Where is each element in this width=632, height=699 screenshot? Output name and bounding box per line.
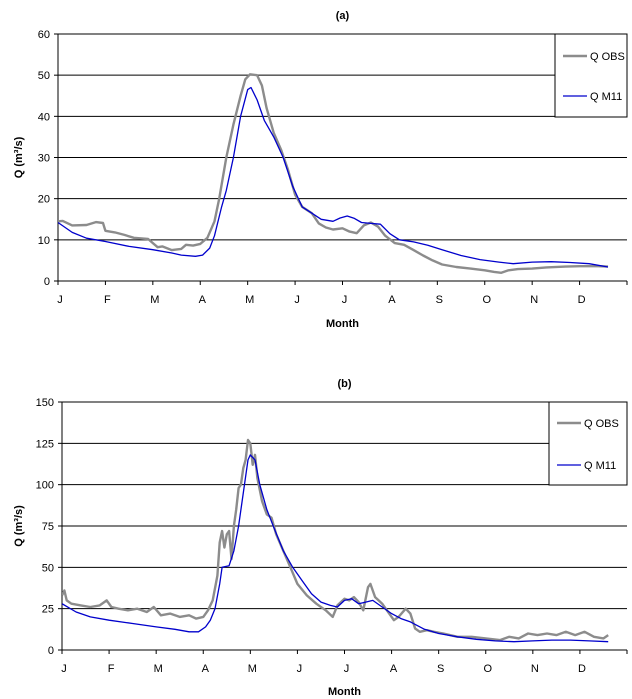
y-axis-title: Q (m³/s): [13, 505, 25, 547]
chart-title: (a): [336, 10, 350, 22]
x-tick-label: J: [297, 663, 303, 675]
y-tick-label: 50: [38, 70, 50, 82]
x-tick-label: J: [294, 294, 300, 306]
series-line-q-m11: [58, 86, 609, 268]
legend-label-q-m11: Q M11: [590, 91, 622, 103]
x-tick-label: A: [199, 294, 207, 306]
y-tick-label: 50: [42, 562, 54, 574]
y-tick-label: 100: [36, 480, 54, 492]
legend-box: [548, 401, 628, 486]
x-tick-label: M: [248, 663, 257, 675]
y-tick-label: 0: [48, 645, 54, 657]
y-tick-label: 75: [42, 521, 54, 533]
x-axis-title: Month: [328, 686, 361, 698]
x-tick-label: J: [344, 663, 350, 675]
series-line-q-obs: [62, 438, 609, 642]
x-tick-label: D: [578, 294, 586, 306]
x-tick-label: A: [388, 294, 396, 306]
x-tick-label: J: [57, 294, 63, 306]
legend-box: [554, 33, 628, 118]
y-tick-label: 30: [38, 153, 50, 165]
chart-b-svg: (b) 0 25 50 75 100 125 150 J F M A M J J A S O N D Month Q (m…: [13, 378, 628, 698]
x-tick-label: S: [437, 663, 444, 675]
chart-panel-b: (b) 0 25 50 75 100 125 150 J F M A M J J A S O N D Month Q (m…: [0, 350, 632, 699]
x-tick-label: J: [61, 663, 67, 675]
x-tick-label: M: [150, 294, 159, 306]
x-tick-label: M: [154, 663, 163, 675]
legend-label-q-obs: Q OBS: [584, 418, 619, 430]
y-tick-label: 60: [38, 29, 50, 41]
legend-label-q-obs: Q OBS: [590, 51, 625, 63]
series-line-q-m11: [62, 454, 609, 643]
series-line-q-obs: [58, 73, 609, 274]
chart-title: (b): [337, 378, 351, 390]
y-tick-label: 40: [38, 111, 50, 123]
chart-a-svg: (a) 0 10 20 30 40 50 60 J F M A M J J A S O N D Month Q (m³/s…: [13, 10, 628, 330]
y-tick-label: 20: [38, 194, 50, 206]
x-tick-label: A: [202, 663, 210, 675]
y-tick-label: 125: [36, 438, 54, 450]
x-tick-label: J: [342, 294, 348, 306]
y-tick-label: 25: [42, 604, 54, 616]
x-tick-label: F: [104, 294, 111, 306]
x-tick-label: O: [483, 663, 492, 675]
y-axis-title: Q (m³/s): [13, 136, 25, 178]
x-tick-label: S: [436, 294, 443, 306]
x-tick-label: F: [108, 663, 115, 675]
x-tick-label: A: [390, 663, 398, 675]
x-tick-label: O: [482, 294, 491, 306]
y-tick-label: 10: [38, 235, 50, 247]
legend-label-q-m11: Q M11: [584, 460, 616, 472]
y-tick-label: 0: [44, 276, 50, 288]
y-tick-label: 150: [36, 397, 54, 409]
x-tick-label: N: [530, 294, 538, 306]
x-tick-label: D: [578, 663, 586, 675]
x-axis-title: Month: [326, 318, 359, 330]
chart-panel-a: (a) 0 10 20 30 40 50 60 J F M A M J J A S O N D Month Q (m³/s…: [0, 0, 632, 340]
x-tick-label: M: [245, 294, 254, 306]
x-tick-label: N: [531, 663, 539, 675]
